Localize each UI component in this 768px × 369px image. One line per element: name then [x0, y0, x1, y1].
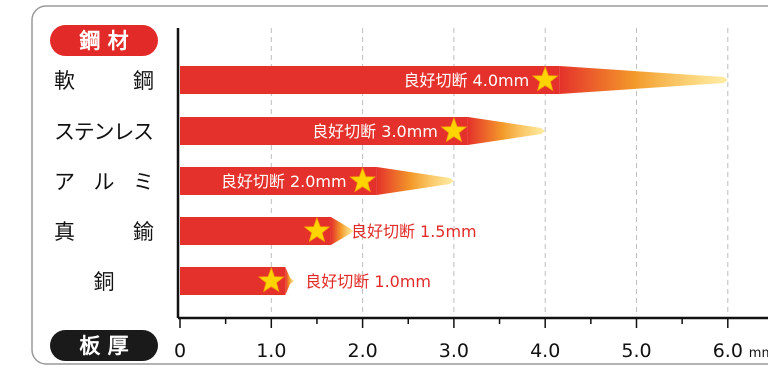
bar [180, 66, 560, 94]
data-label: 良好切断 2.0mm [221, 172, 347, 191]
x-tick-label: 0 [174, 340, 186, 362]
x-tick-label: 1.0 [256, 340, 286, 362]
category-label: ア ル ミ [54, 170, 154, 194]
x-ticks: 0 1.0 2.0 3.0 4.0 5.0 6.0 mm [174, 318, 768, 362]
star-marker [303, 216, 331, 243]
bar-tail [467, 117, 546, 145]
bar [180, 117, 468, 145]
material-title-pill: 鋼 材 [50, 25, 158, 56]
data-label: 良好切断 1.0mm [305, 272, 431, 291]
star-marker [349, 166, 377, 193]
x-tick-label: 6.0 [713, 340, 743, 362]
star-marker [531, 65, 559, 92]
data-label: 良好切断 4.0mm [403, 71, 529, 90]
bar-tail [559, 66, 728, 94]
x-unit-label: mm [749, 346, 768, 361]
bar-tail [330, 217, 354, 245]
category-label: ステンレス [54, 120, 154, 144]
thickness-title-pill: 板 厚 [50, 330, 158, 361]
bar-tail [285, 267, 295, 295]
x-tick-label: 3.0 [439, 340, 469, 362]
x-tick-label: 5.0 [621, 340, 651, 362]
bar [180, 167, 377, 195]
x-tick-label: 4.0 [530, 340, 560, 362]
data-label: 良好切断 3.0mm [312, 122, 438, 141]
data-label: 良好切断 1.5mm [351, 222, 477, 241]
x-tick-label: 2.0 [347, 340, 377, 362]
bars: 良好切断 4.0mm 良好切断 3.0mm 良好切断 2.0mm 良好切断 1.5mm… [180, 65, 728, 295]
axes [176, 28, 768, 320]
star-marker [440, 116, 468, 143]
material-title: 鋼 材 [78, 29, 128, 53]
bar [180, 217, 331, 245]
bar-tail [376, 167, 454, 195]
category-label: 銅 [94, 270, 115, 294]
thickness-title: 板 厚 [79, 334, 128, 358]
star-marker [257, 266, 285, 293]
